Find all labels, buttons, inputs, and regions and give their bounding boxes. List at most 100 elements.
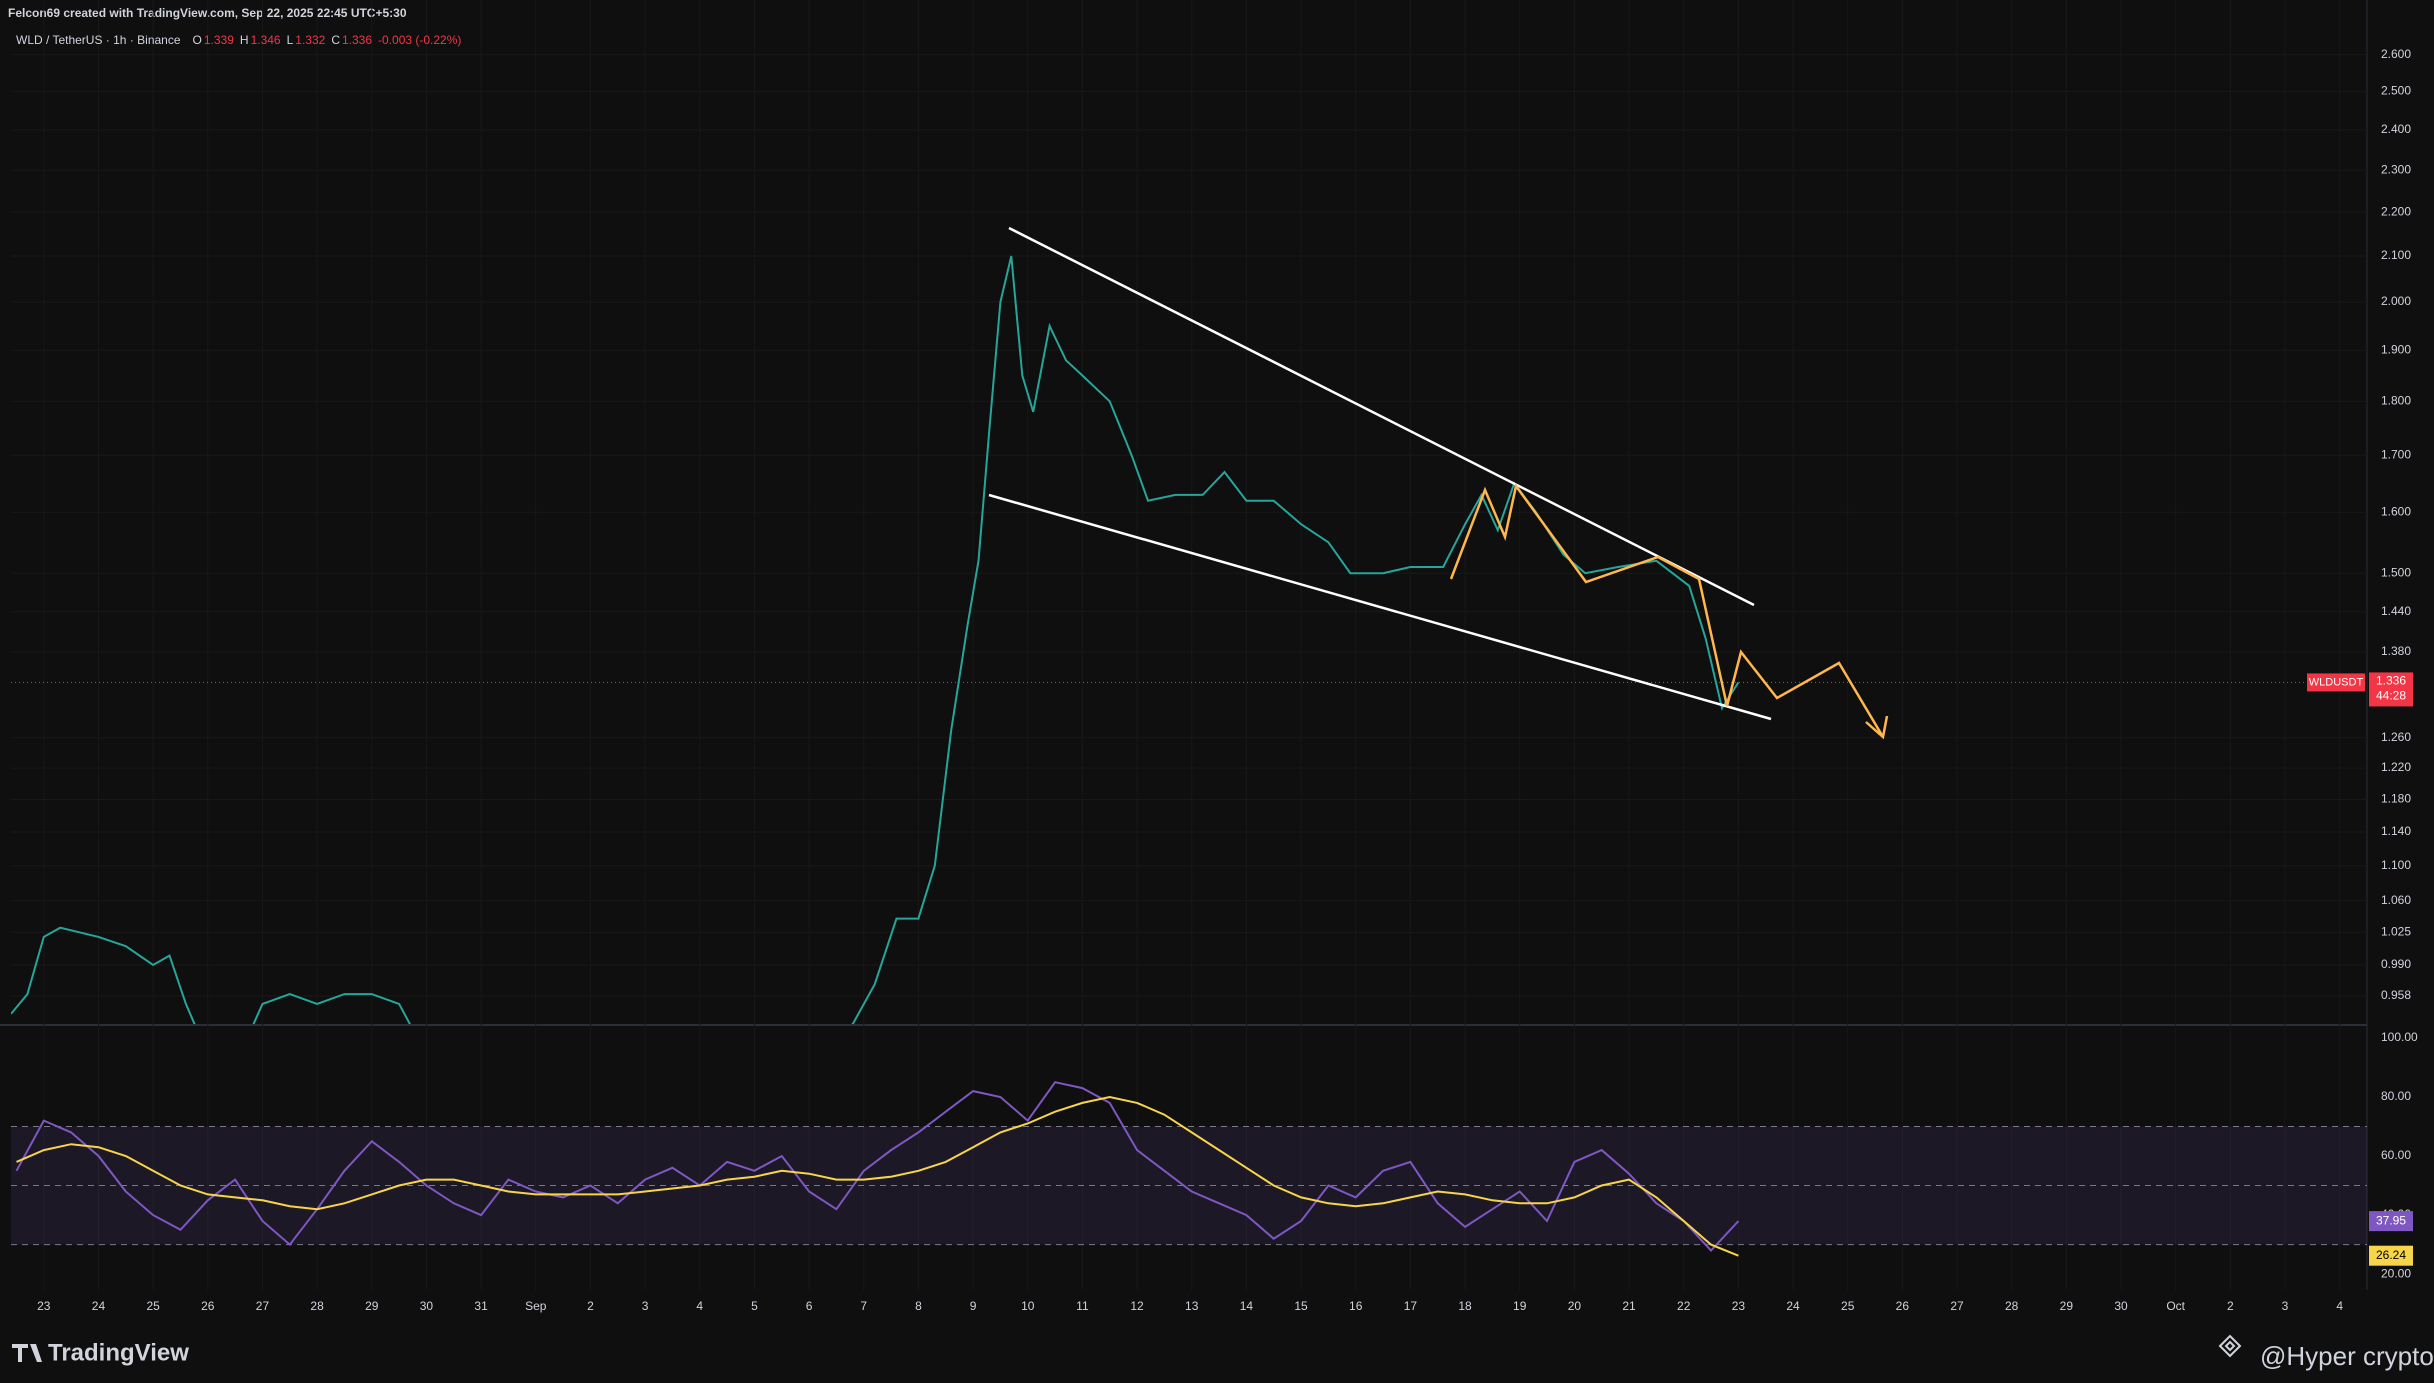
ohlc-value: 1.346 [251,33,281,47]
rsi-value-tag [2369,1211,2413,1232]
x-tick-label: 23 [1732,1299,1746,1313]
series-line [15,1081,1740,1252]
x-tick-label: 28 [2005,1299,2019,1313]
series-line [11,255,1740,1024]
x-tick-label: 17 [1404,1299,1418,1313]
x-tick-label: 31 [474,1299,488,1313]
y-tick-label: 2.600 [2381,47,2411,61]
y-tick-label: 0.990 [2381,957,2411,971]
projection-path [1449,483,1885,738]
rsi-tick-label: 60.00 [2381,1148,2411,1162]
ohlc-value: 1.332 [295,33,325,47]
x-tick-label: 19 [1513,1299,1527,1313]
symbol-tag [2307,673,2365,692]
y-tick-label: 1.180 [2381,792,2411,806]
y-tick-label: 1.100 [2381,858,2411,872]
x-tick-label: 16 [1349,1299,1363,1313]
watermark: @Hyper crypto [2260,1341,2434,1371]
rsi-value-label: 26.24 [2376,1248,2406,1262]
x-tick-label: 30 [420,1299,434,1313]
x-tick-label: 4 [2336,1299,2343,1313]
y-tick-label: 2.500 [2381,84,2411,98]
ohlc-key: H [240,33,249,47]
x-tick-label: 5 [751,1299,758,1313]
x-tick-label: Oct [2166,1299,2185,1313]
y-tick-label: 1.800 [2381,393,2411,407]
x-tick-label: 24 [1786,1299,1800,1313]
y-tick-label: 2.400 [2381,122,2411,136]
x-tick-label: 22 [1677,1299,1691,1313]
x-tick-label: 6 [806,1299,813,1313]
x-tick-label: 29 [2060,1299,2074,1313]
series-line [16,1095,1739,1257]
symbol: WLD / TetherUS · 1h · Binance [16,33,181,47]
y-tick-label: 1.025 [2381,924,2411,938]
x-tick-label: 25 [146,1299,160,1313]
binance-logo [2218,1334,2242,1358]
symbol-tag-label: WLDUSDT [2309,676,2364,688]
y-tick-label: 1.380 [2381,644,2411,658]
x-tick-label: 18 [1458,1299,1472,1313]
x-tick-label: 3 [2282,1299,2289,1313]
ohlc-key: C [331,33,340,47]
footer-bar [0,1322,2434,1383]
ohlc-key: O [193,33,202,47]
price-tag-label: 1.336 [2376,674,2406,688]
x-tick-label: 30 [2114,1299,2128,1313]
x-tick-label: 4 [696,1299,703,1313]
y-tick-label: 1.060 [2381,893,2411,907]
x-tick-label: 21 [1622,1299,1636,1313]
y-tick-label: 2.000 [2381,294,2411,308]
y-tick-label: 2.200 [2381,204,2411,218]
x-tick-label: 11 [1076,1299,1089,1313]
x-tick-label: 29 [365,1299,379,1313]
rsi-value-label: 37.95 [2376,1213,2406,1227]
x-tick-label: 13 [1185,1299,1199,1313]
price-tag [2369,672,2413,707]
x-tick-label: 2 [2227,1299,2234,1313]
ohlc-key: L [287,33,294,47]
y-tick-label: 1.140 [2381,824,2411,838]
rsi-value-tag [2369,1245,2413,1266]
x-tick-label: 27 [1950,1299,1964,1313]
upper-trendline [1008,226,1755,607]
y-tick-label: 1.220 [2381,760,2411,774]
ohlc-value: 1.339 [204,33,234,47]
x-tick-label: 8 [915,1299,922,1313]
brand-logo [12,1344,42,1362]
x-tick-label: 12 [1130,1299,1144,1313]
x-tick-label: 26 [201,1299,215,1313]
rsi-tick-label: 80.00 [2381,1089,2411,1103]
brand: TradingView [48,1339,189,1366]
x-tick-label: 9 [970,1299,977,1313]
ohlc-value: 1.336 [342,33,372,47]
y-tick-label: 1.260 [2381,730,2411,744]
rsi-tick-label: 20.00 [2381,1266,2411,1280]
y-tick-label: 0.958 [2381,988,2411,1002]
x-tick-label: 24 [92,1299,106,1313]
y-tick-label: 1.700 [2381,447,2411,461]
y-tick-label: 2.100 [2381,248,2411,262]
x-tick-label: 27 [256,1299,270,1313]
legend: WLD / TetherUS · 1h · Binance O 1.339 H 1.34… [16,33,461,47]
y-tick-label: 1.440 [2381,604,2411,618]
x-tick-label: 14 [1240,1299,1254,1313]
x-tick-label: 10 [1021,1299,1035,1313]
x-tick-label: 20 [1568,1299,1582,1313]
x-tick-label: 3 [642,1299,649,1313]
x-tick-label: 26 [1896,1299,1910,1313]
countdown: 44:28 [2376,689,2406,703]
x-tick-label: 2 [587,1299,594,1313]
x-tick-label: 15 [1294,1299,1308,1313]
y-tick-label: 1.600 [2381,505,2411,519]
x-tick-label: 7 [860,1299,867,1313]
x-tick-label: 23 [37,1299,51,1313]
y-tick-label: 2.300 [2381,162,2411,176]
drawings [988,226,1889,740]
x-tick-label: Sep [525,1299,547,1313]
change: -0.003 (-0.22%) [378,33,461,47]
lower-trendline [988,493,1772,721]
